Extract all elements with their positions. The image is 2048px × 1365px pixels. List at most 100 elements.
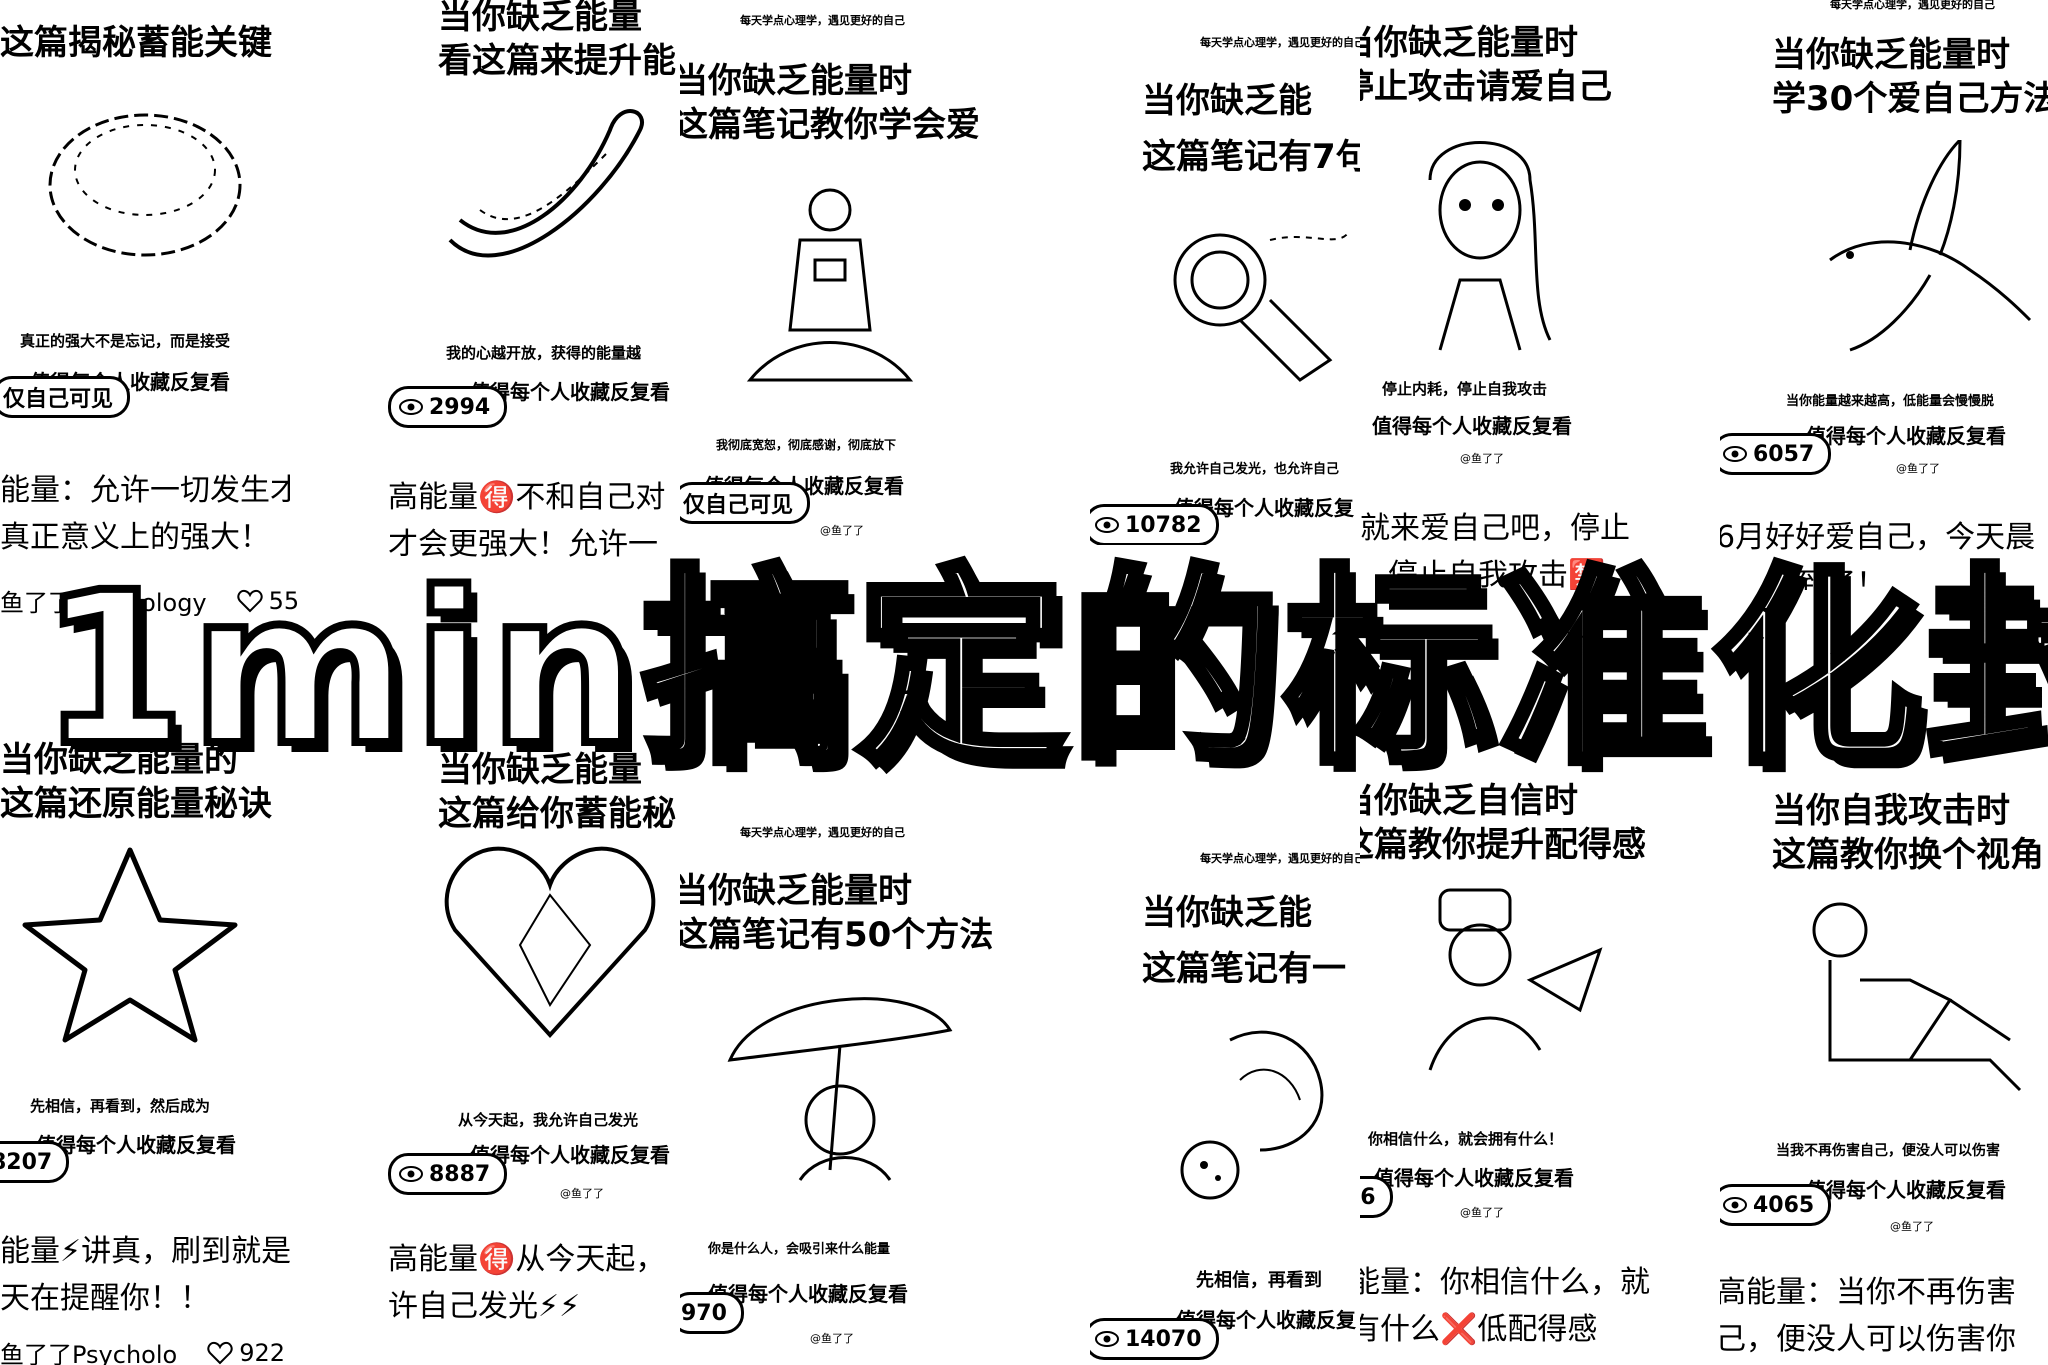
- cover-top-slogan: 每天学点心理学，遇见更好的自己: [740, 14, 905, 27]
- view-count-badge: 8887: [388, 1153, 508, 1195]
- cover-author-tag: @鱼了了: [1460, 1206, 1504, 1219]
- note-card-6[interactable]: 每天学点心理学，遇见更好的自己 当你缺乏能量时 学30个爱自己方法 当你能量越来…: [1720, 0, 2048, 590]
- like-count[interactable]: 922: [207, 1339, 285, 1365]
- note-description[interactable]: 能量⚡讲真，刷到就是 天在提醒你！！: [0, 1234, 290, 1316]
- cover-top-slogan: 每天学点心理学，遇见更好的自己: [1830, 0, 1995, 11]
- note-description[interactable]: 高能量🉐不和自己对 才会更强大！允许一: [388, 480, 666, 560]
- view-count-badge: 4065: [1720, 1184, 1832, 1226]
- cover-headline: 当你缺乏能量的 这篇还原能量秘诀: [0, 740, 272, 824]
- cover-top-slogan: 每天学点心理学，遇见更好的自己: [1200, 36, 1365, 49]
- note-description[interactable]: 高能量：当你不再伤害 己，便没人可以伤害你: [1720, 1275, 2016, 1357]
- cover-caption: 当我不再伤害自己，便没人可以伤害: [1776, 1143, 2000, 1159]
- sitting-boy-illustration: [1812, 902, 2022, 1092]
- cover-caption: 我彻底宽恕，彻底感谢，彻底放下: [716, 438, 897, 452]
- note-meta-7: 鱼了了Psycholo 922: [0, 1335, 285, 1365]
- eye-icon: [399, 1166, 423, 1182]
- heart-icon: [207, 1341, 233, 1364]
- author-name[interactable]: 鱼了了Psychology: [0, 589, 207, 617]
- cover-collect-text: 值得每个人收藏反复看: [1806, 1178, 2006, 1202]
- cover-caption: 你是什么人，会吸引来什么能量: [708, 1242, 891, 1257]
- cover-author-tag: @鱼了了: [1890, 1220, 1934, 1233]
- note-description[interactable]: 就来爱自己吧，停止 停止自我攻击🈲: [1360, 511, 1630, 590]
- note-description[interactable]: 能量：你相信什么，就 有什么❌低配得感: [1360, 1265, 1650, 1347]
- view-count-badge: 14070: [1090, 1318, 1219, 1360]
- cover-headline: 当你缺乏能 这篇笔记有7句: [1142, 81, 1370, 177]
- cover-author-tag: @鱼了了: [820, 524, 864, 537]
- cover-caption: 真正的强大不是忘记，而是接受: [20, 332, 231, 350]
- girl-mushroom-illustration: [727, 997, 953, 1181]
- sitting-girl-illustration: [746, 188, 914, 382]
- cover-caption: 我的心越开放，获得的能量越: [446, 344, 642, 362]
- cover-headline: 当你缺乏能量时 学30个爱自己方法: [1772, 35, 2048, 119]
- heart-icon: [237, 589, 263, 612]
- boy-plane-illustration: [1428, 888, 1603, 1071]
- view-count-badge: 36: [1360, 1176, 1393, 1218]
- note-card-1[interactable]: 这篇揭秘蓄能关键 真正的强大不是忘记，而是接受 值得每个人收藏反复看 仅自己可见…: [0, 0, 290, 560]
- note-card-12[interactable]: 当你自我攻击时 这篇教你换个视角 当我不再伤害自己，便没人可以伤害 值得每个人收…: [1720, 770, 2048, 1365]
- bird-illustration: [1829, 140, 2032, 352]
- heart-icon[interactable]: [2010, 636, 2040, 664]
- like-count[interactable]: 55: [237, 587, 299, 615]
- eye-icon: [399, 399, 423, 415]
- note-description[interactable]: 能量：允许一切发生才 真正意义上的强大！: [0, 473, 290, 555]
- cover-author-tag: @鱼了了: [1460, 452, 1504, 465]
- note-card-9[interactable]: 每天学点心理学，遇见更好的自己 当你缺乏能量时 这篇笔记有50个方法 你是什么人…: [680, 790, 1100, 1365]
- cover-caption: 先相信，再看到，然后成为: [30, 1097, 211, 1115]
- note-meta-1: 鱼了了Psychology 55: [0, 583, 299, 618]
- ribbon-illustration: [448, 109, 644, 258]
- note-card-7[interactable]: 当你缺乏能量的 这篇还原能量秘诀 先相信，再看到，然后成为 值得每个人收藏反复看…: [0, 735, 290, 1365]
- note-card-2[interactable]: 当你缺乏能量 看这篇来提升能 我的心越开放，获得的能量越 值得每个人收藏反复看 …: [330, 0, 685, 560]
- view-count-badge: 6057: [1720, 433, 1832, 475]
- cover-caption: 从今天起，我允许自己发光: [458, 1111, 639, 1129]
- note-card-11[interactable]: 当你缺乏自信时 这篇教你提升配得感 你相信什么，就会拥有什么！ 值得每个人收藏反…: [1360, 770, 1680, 1365]
- cover-caption: 停止内耗，停止自我攻击: [1382, 380, 1548, 398]
- overlay-title: 1min搞定的标准化封面: [36, 547, 2048, 792]
- cover-headline: 这篇揭秘蓄能关键: [0, 23, 272, 63]
- note-card-5[interactable]: 当你缺乏能量时 停止攻击请爱自己 停止内耗，停止自我攻击 值得每个人收藏反复看 …: [1360, 0, 1680, 590]
- cover-caption: 先相信，再看到: [1196, 1270, 1322, 1291]
- cover-author-tag: @鱼了了: [560, 1187, 604, 1200]
- eye-icon: [1723, 446, 1747, 462]
- cover-collect-text: 值得每个人收藏反复看: [1806, 424, 2006, 448]
- cover-collect-text: 值得每个人收藏反复看: [1372, 414, 1572, 438]
- cover-headline: 当你缺乏能量时 停止攻击请爱自己: [1360, 23, 1612, 107]
- star-illustration: [22, 847, 238, 1043]
- author-name[interactable]: 鱼了了Psycholo: [0, 1341, 178, 1365]
- note-description[interactable]: 高能量🉐从今天起， 许自己发光⚡⚡: [388, 1242, 666, 1324]
- cover-caption: 你相信什么，就会拥有什么！: [1368, 1130, 1564, 1148]
- cover-caption: 当你能量越来越高，低能量会慢慢脱: [1786, 394, 1995, 409]
- eye-icon: [1723, 1197, 1747, 1213]
- astronaut-illustration: [1173, 229, 1351, 382]
- cover-headline: 当你缺乏自信时 这篇教你提升配得感: [1360, 781, 1646, 865]
- cover-headline: 当你自我攻击时 这篇教你换个视角: [1772, 791, 2044, 875]
- view-count-badge: 8207: [0, 1141, 70, 1183]
- cover-headline: 当你缺乏能 这篇笔记有一: [1142, 893, 1346, 989]
- cover-caption: 我允许自己发光，也允许自己: [1170, 462, 1340, 477]
- cover-headline: 当你缺乏能量 看这篇来提升能: [438, 0, 676, 81]
- girl-moon-illustration: [1180, 1030, 1324, 1200]
- girl-portrait-illustration: [1428, 141, 1552, 351]
- view-count-badge: 2994: [388, 386, 508, 428]
- cover-author-tag: @鱼了了: [810, 1332, 854, 1345]
- cover-top-slogan: 每天学点心理学，遇见更好的自己: [740, 826, 905, 839]
- cover-author-tag: @鱼了了: [1896, 462, 1940, 475]
- note-description[interactable]: 6月好好爱自己，今天晨 刷到了！: [1720, 520, 2036, 590]
- note-card-4[interactable]: 每天学点心理学，遇见更好的自己 当你缺乏能 这篇笔记有7句 我允许自己发光，也允…: [1090, 0, 1370, 545]
- note-card-3[interactable]: 每天学点心理学，遇见更好的自己 当你缺乏能量时 这篇笔记教你学会爱 我彻底宽恕，…: [680, 0, 1100, 545]
- eye-icon: [1095, 517, 1119, 533]
- cover-headline: 当你缺乏能量 这篇给你蓄能秘: [438, 750, 676, 834]
- cover-headline: 当你缺乏能量时 这篇笔记教你学会爱: [680, 61, 980, 145]
- eye-icon: [1095, 1331, 1119, 1347]
- ring-illustration: [48, 113, 242, 257]
- cover-headline: 当你缺乏能量时 这篇笔记有50个方法: [680, 871, 994, 955]
- view-count-badge: 970: [680, 1292, 744, 1334]
- note-card-10[interactable]: 每天学点心理学，遇见更好的自己 当你缺乏能 这篇笔记有一 先相信，再看到 值得每…: [1090, 800, 1370, 1365]
- view-count-badge: 仅自己可见: [0, 376, 131, 418]
- cover-collect-text: 值得每个人收藏反复看: [1374, 1166, 1574, 1190]
- view-count-badge: 仅自己可见: [680, 482, 811, 524]
- cover-collect-text: 值得每个人收藏反复看: [36, 1133, 236, 1157]
- view-count-badge: 10782: [1090, 504, 1219, 545]
- cover-top-slogan: 每天学点心理学，遇见更好的自己: [1200, 852, 1365, 865]
- note-card-8[interactable]: 当你缺乏能量 这篇给你蓄能秘 从今天起，我允许自己发光 值得每个人收藏反复看 8…: [330, 735, 685, 1365]
- heart-crystal-illustration: [444, 846, 656, 1038]
